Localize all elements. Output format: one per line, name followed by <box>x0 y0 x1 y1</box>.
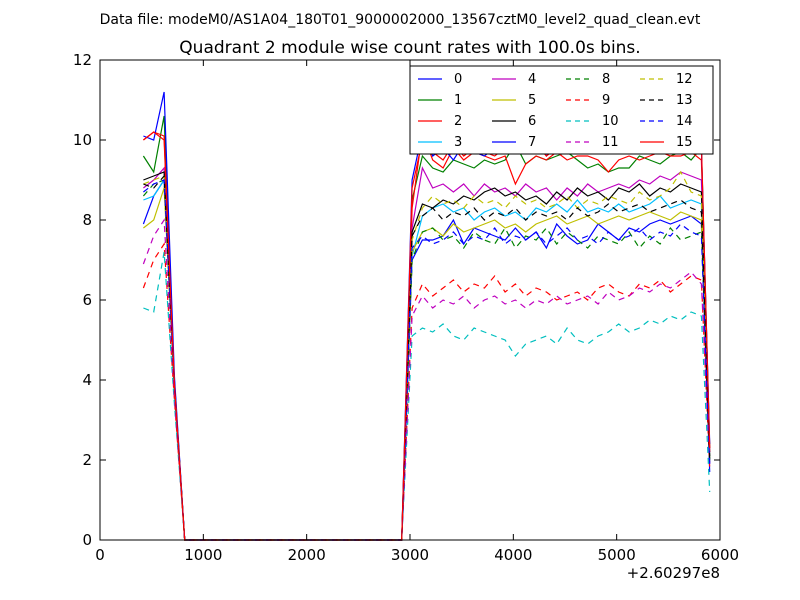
legend-label: 9 <box>602 93 610 108</box>
legend-label: 6 <box>528 114 536 129</box>
y-tick-label: 6 <box>82 291 92 309</box>
chart-suptitle: Data file: modeM0/AS1A04_180T01_90000020… <box>100 12 701 28</box>
series-line-9 <box>142 242 711 541</box>
legend-item-6: 6 <box>492 114 536 129</box>
y-tick-label: 12 <box>73 51 92 69</box>
legend-label: 4 <box>528 72 536 87</box>
x-tick-label: 3000 <box>391 546 429 564</box>
series-line-14 <box>143 179 711 541</box>
legend-item-1: 1 <box>418 93 462 108</box>
series-line-12 <box>143 170 711 541</box>
legend-label: 3 <box>454 135 462 150</box>
legend-item-14: 14 <box>640 114 693 129</box>
legend-item-11: 11 <box>566 135 619 150</box>
legend-item-5: 5 <box>492 93 536 108</box>
x-tick-label: 2000 <box>288 546 326 564</box>
series-line-10 <box>143 251 711 541</box>
series-line-6 <box>143 171 711 541</box>
series-line-7 <box>143 87 711 541</box>
x-tick-label: 1000 <box>184 546 222 564</box>
legend-item-8: 8 <box>566 72 610 87</box>
legend-label: 10 <box>602 114 619 129</box>
x-tick-label: 6000 <box>701 546 739 564</box>
y-tick-label: 8 <box>82 211 92 229</box>
y-tick-label: 10 <box>73 131 92 149</box>
x-offset-label: +2.60297e8 <box>627 564 720 582</box>
legend-label: 14 <box>676 114 693 129</box>
series-line-5 <box>143 187 711 541</box>
legend-label: 7 <box>528 135 536 150</box>
series-layer <box>142 87 711 541</box>
series-line-4 <box>143 166 711 541</box>
legend-item-4: 4 <box>492 72 536 87</box>
legend-label: 0 <box>454 72 462 87</box>
series-line-3 <box>143 178 711 541</box>
series-line-11 <box>142 218 711 541</box>
legend-label: 13 <box>676 93 693 108</box>
legend-label: 12 <box>676 72 693 87</box>
y-tick-label: 4 <box>82 371 92 389</box>
legend-item-3: 3 <box>418 135 462 150</box>
legend-box <box>409 65 714 155</box>
legend-label: 1 <box>454 93 462 108</box>
plot-frame <box>99 59 721 541</box>
x-tick-label: 4000 <box>494 546 532 564</box>
legend-item-0: 0 <box>418 72 462 87</box>
legend-item-15: 15 <box>640 135 693 150</box>
legend-label: 5 <box>528 93 536 108</box>
series-line-1 <box>142 115 711 541</box>
legend-item-9: 9 <box>566 93 610 108</box>
series-line-2 <box>143 131 711 541</box>
series-line-15 <box>143 131 711 541</box>
legend-item-12: 12 <box>640 72 693 87</box>
series-line-8 <box>142 179 711 541</box>
legend-item-7: 7 <box>492 135 536 150</box>
legend-label: 2 <box>454 114 462 129</box>
series-line-0 <box>142 178 711 541</box>
legend-item-10: 10 <box>566 114 619 129</box>
legend-label: 15 <box>676 135 693 150</box>
x-tick-label: 0 <box>95 546 105 564</box>
legend-label: 11 <box>602 135 619 150</box>
y-tick-label: 2 <box>82 451 92 469</box>
legend-label: 8 <box>602 72 610 87</box>
chart-title: Quadrant 2 module wise count rates with … <box>179 38 640 58</box>
legend-item-2: 2 <box>418 114 462 129</box>
legend-item-13: 13 <box>640 93 693 108</box>
y-tick-label: 0 <box>82 531 92 549</box>
x-tick-label: 5000 <box>598 546 636 564</box>
